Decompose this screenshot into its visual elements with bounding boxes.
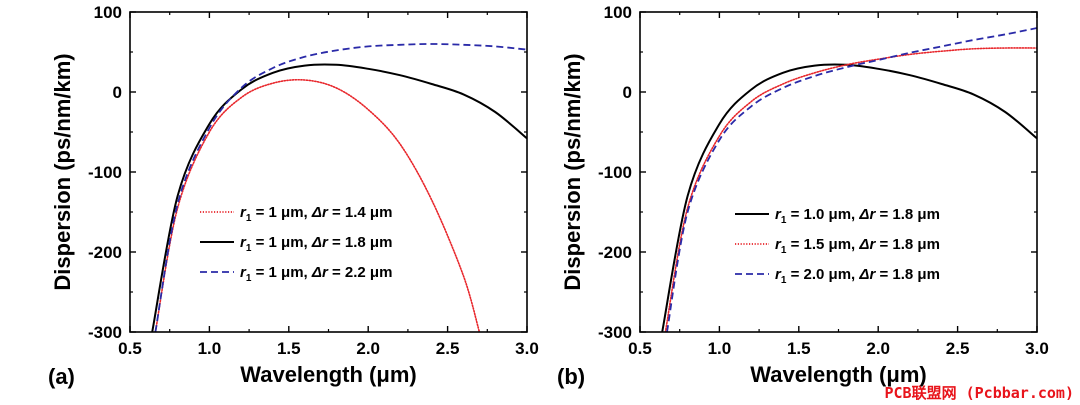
y-axis-title: Dispersion (ps/nm/km) [560, 53, 585, 290]
plot-area [151, 43, 527, 332]
y-tick-label: -300 [88, 323, 122, 342]
y-tick-label: 100 [604, 3, 632, 22]
x-tick-label: 1.0 [198, 339, 222, 358]
panel-label: (a) [48, 364, 75, 389]
series-line-1 [154, 78, 481, 332]
y-axis-title: Dispersion (ps/nm/km) [50, 53, 75, 290]
x-tick-label: 2.0 [356, 339, 380, 358]
chart-panel-a: 0.5 1.0 1.5 2.0 2.5 3.0 100 0 -100 -200 -300 Wavele… [48, 3, 539, 389]
y-tick-label: 0 [623, 83, 632, 102]
x-axis-title: Wavelength (μm) [750, 362, 926, 387]
x-tick-label: 0.5 [118, 339, 142, 358]
legend-label-2: r1 = 1 μm, Δr = 1.8 μm [240, 234, 392, 254]
legend: r1 = 1.0 μm, Δr = 1.8 μm r1 = 1.5 μm, Δr … [735, 206, 940, 286]
y-tick-label: 100 [94, 3, 122, 22]
y-tick-label: -100 [88, 163, 122, 182]
x-tick-label: 0.5 [628, 339, 652, 358]
legend-label-3: r1 = 1 μm, Δr = 2.2 μm [240, 264, 392, 284]
series-line-2 [664, 47, 1037, 332]
x-axis-title: Wavelength (μm) [240, 362, 416, 387]
x-tick-label: 1.5 [787, 339, 811, 358]
y-tick-label: -200 [598, 243, 632, 262]
x-tick-label: 1.5 [277, 339, 301, 358]
watermark-text: PCB联盟网 (Pcbbar.com) [884, 384, 1075, 402]
series-line-3 [666, 27, 1037, 332]
legend: r1 = 1 μm, Δr = 1.4 μm r1 = 1 μm, Δr = 1.… [200, 204, 392, 284]
chart-panel-b: 0.5 1.0 1.5 2.0 2.5 3.0 100 0 -100 -200 -300 Wavele… [557, 3, 1049, 389]
legend-label-1: r1 = 1 μm, Δr = 1.4 μm [240, 204, 392, 224]
y-tick-label: 0 [113, 83, 122, 102]
legend-label-1: r1 = 1.0 μm, Δr = 1.8 μm [775, 206, 940, 226]
plot-area [661, 27, 1037, 332]
x-tick-label: 2.5 [946, 339, 970, 358]
series-line-3 [154, 43, 527, 332]
y-tick-label: -200 [88, 243, 122, 262]
x-tick-label: 2.5 [436, 339, 460, 358]
y-tick-label: -300 [598, 323, 632, 342]
x-tick-label: 1.0 [708, 339, 732, 358]
series-line-1 [661, 63, 1037, 332]
series-line-2 [151, 63, 527, 332]
x-tick-label: 3.0 [1025, 339, 1049, 358]
y-tick-label: -100 [598, 163, 632, 182]
x-tick-label: 2.0 [866, 339, 890, 358]
legend-label-2: r1 = 1.5 μm, Δr = 1.8 μm [775, 236, 940, 256]
x-tick-label: 3.0 [515, 339, 539, 358]
legend-label-3: r1 = 2.0 μm, Δr = 1.8 μm [775, 266, 940, 286]
panel-label: (b) [557, 364, 585, 389]
